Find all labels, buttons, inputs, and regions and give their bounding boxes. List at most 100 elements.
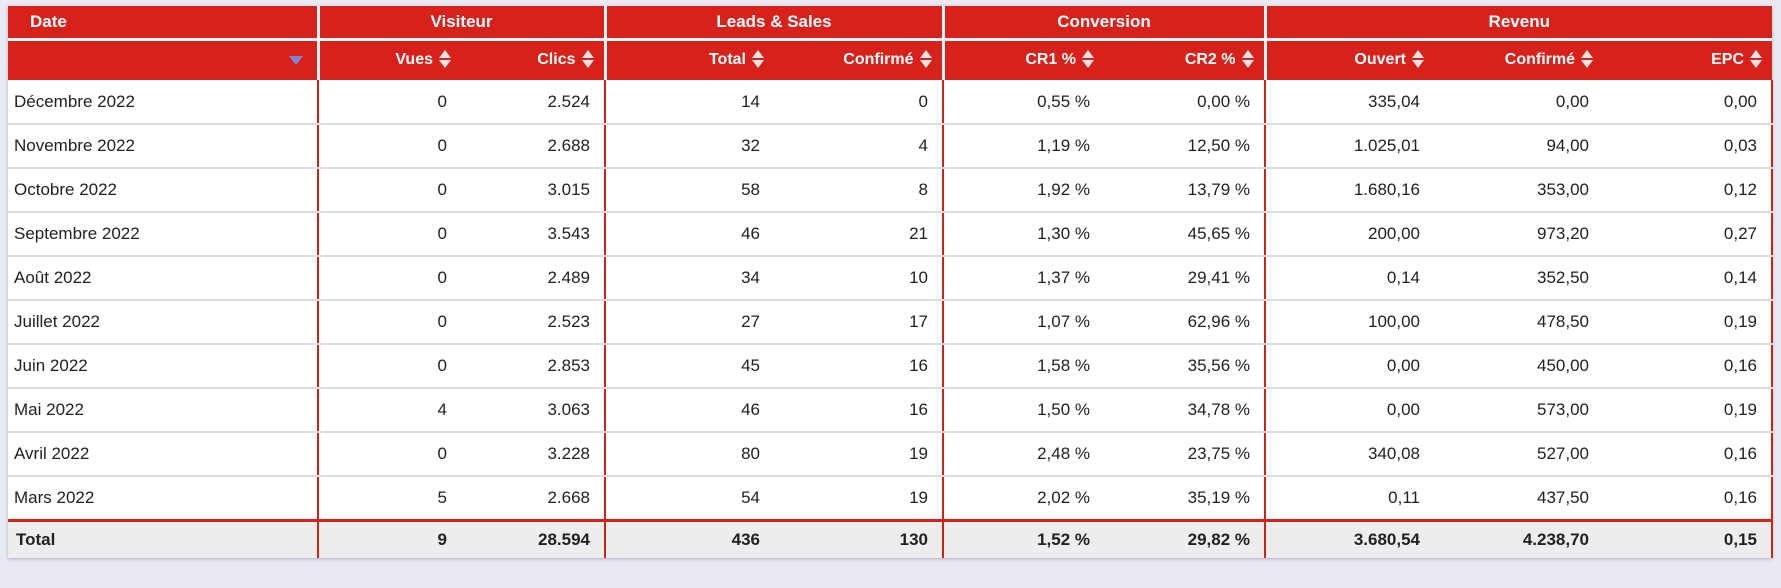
- cell-vues: 0: [317, 124, 461, 169]
- cell-epc: 0,19: [1603, 388, 1774, 433]
- column-header-cr1[interactable]: CR1 %: [941, 39, 1104, 80]
- column-header-label: Ouvert: [1354, 51, 1406, 69]
- cell-leads-confirme: 19: [774, 476, 943, 521]
- cell-leads-total: 14: [604, 80, 774, 125]
- cell-clics: 2.668: [461, 476, 605, 521]
- cell-vues: 0: [317, 432, 461, 477]
- cell-clics: 2.853: [461, 344, 605, 389]
- cell-revenu-confirme: 94,00: [1434, 124, 1603, 169]
- cell-revenu-ouvert: 340,08: [1264, 432, 1434, 477]
- cell-clics: 2.523: [461, 300, 605, 345]
- stats-table-container: Date Visiteur Leads & Sales Conversion R…: [8, 6, 1774, 558]
- cell-epc: 0,16: [1603, 344, 1774, 389]
- table-body: Décembre 2022 0 2.524 14 0 0,55 % 0,00 % 335,04…: [8, 80, 1774, 521]
- cell-leads-confirme: 16: [774, 344, 943, 389]
- cell-epc: 0,14: [1603, 256, 1774, 301]
- cell-cr2: 12,50 %: [1104, 124, 1265, 169]
- cell-cr1: 1,19 %: [942, 124, 1104, 169]
- stats-table: Date Visiteur Leads & Sales Conversion R…: [8, 6, 1774, 558]
- cell-date: Août 2022: [8, 256, 318, 301]
- cell-leads-total: 80: [604, 432, 774, 477]
- cell-epc: 0,27: [1603, 212, 1774, 257]
- table-row: Juin 2022 0 2.853 45 16 1,58 % 35,56 % 0,00 450,…: [8, 344, 1774, 389]
- table-row: Avril 2022 0 3.228 80 19 2,48 % 23,75 % 340,08 5…: [8, 432, 1774, 477]
- cell-date: Octobre 2022: [8, 168, 318, 213]
- column-header-label: Vues: [395, 51, 433, 69]
- cell-revenu-confirme: 352,50: [1434, 256, 1603, 301]
- column-header-label: Total: [708, 51, 746, 69]
- cell-revenu-confirme: 450,00: [1434, 344, 1603, 389]
- column-header-leads-total[interactable]: Total: [603, 39, 774, 80]
- cell-cr2: 45,65 %: [1104, 212, 1265, 257]
- cell-date: Décembre 2022: [8, 80, 318, 125]
- table-row: Octobre 2022 0 3.015 58 8 1,92 % 13,79 % 1.680,…: [8, 168, 1774, 213]
- cell-leads-total: 58: [604, 168, 774, 213]
- cell-revenu-ouvert: 200,00: [1264, 212, 1434, 257]
- column-header-label: Confirmé: [843, 51, 914, 69]
- cell-revenu-confirme: 478,50: [1434, 300, 1603, 345]
- total-cell-leads-total: 436: [604, 518, 774, 558]
- cell-revenu-ouvert: 100,00: [1264, 300, 1434, 345]
- column-header-epc[interactable]: EPC: [1603, 39, 1773, 80]
- cell-cr2: 0,00 %: [1104, 80, 1265, 125]
- cell-leads-confirme: 10: [774, 256, 943, 301]
- cell-leads-confirme: 4: [774, 124, 943, 169]
- cell-epc: 0,12: [1603, 168, 1774, 213]
- cell-revenu-ouvert: 1.025,01: [1264, 124, 1434, 169]
- cell-cr1: 1,07 %: [942, 300, 1104, 345]
- cell-epc: 0,16: [1603, 432, 1774, 477]
- date-filter-header[interactable]: [8, 39, 318, 80]
- table-row: Mars 2022 5 2.668 54 19 2,02 % 35,19 % 0,11 437,…: [8, 476, 1774, 521]
- column-header-label: CR2 %: [1184, 51, 1236, 69]
- column-header-label: Clics: [537, 51, 576, 69]
- column-header-revenu-confirme[interactable]: Confirmé: [1434, 39, 1603, 80]
- filter-dropdown-icon: [288, 56, 303, 66]
- cell-revenu-confirme: 437,50: [1434, 476, 1603, 521]
- cell-revenu-confirme: 0,00: [1434, 80, 1603, 125]
- total-cell-leads-confirme: 130: [774, 518, 943, 558]
- cell-date: Avril 2022: [8, 432, 318, 477]
- column-header-leads-confirme[interactable]: Confirmé: [774, 39, 943, 80]
- cell-cr2: 35,19 %: [1104, 476, 1265, 521]
- cell-date: Mars 2022: [8, 476, 318, 521]
- cell-cr2: 62,96 %: [1104, 300, 1265, 345]
- cell-clics: 2.524: [461, 80, 605, 125]
- cell-vues: 0: [317, 256, 461, 301]
- cell-revenu-ouvert: 0,11: [1264, 476, 1434, 521]
- column-header-cr2[interactable]: CR2 %: [1104, 39, 1265, 80]
- cell-leads-confirme: 0: [774, 80, 943, 125]
- total-cell-epc: 0,15: [1603, 518, 1774, 558]
- column-header-label: Confirmé: [1504, 51, 1575, 69]
- cell-leads-confirme: 17: [774, 300, 943, 345]
- cell-leads-confirme: 21: [774, 212, 943, 257]
- column-header-clics[interactable]: Clics: [461, 39, 605, 80]
- cell-revenu-confirme: 573,00: [1434, 388, 1603, 433]
- cell-cr1: 1,58 %: [942, 344, 1104, 389]
- group-header-revenu: Revenu: [1263, 6, 1773, 41]
- group-header-visiteur: Visiteur: [316, 6, 605, 41]
- sort-icon: [1750, 50, 1763, 69]
- column-header-label: CR1 %: [1025, 51, 1076, 69]
- group-header-row: Date Visiteur Leads & Sales Conversion R…: [8, 6, 1773, 41]
- cell-revenu-ouvert: 335,04: [1264, 80, 1434, 125]
- column-header-vues[interactable]: Vues: [316, 39, 461, 80]
- sort-icon: [1241, 50, 1254, 69]
- sort-icon: [1082, 50, 1094, 69]
- cell-vues: 0: [317, 80, 461, 125]
- cell-leads-confirme: 19: [774, 432, 943, 477]
- cell-cr2: 13,79 %: [1104, 168, 1265, 213]
- cell-clics: 3.015: [461, 168, 605, 213]
- total-cell-cr1: 1,52 %: [942, 518, 1104, 558]
- cell-vues: 0: [317, 344, 461, 389]
- cell-vues: 0: [317, 300, 461, 345]
- cell-cr2: 34,78 %: [1104, 388, 1265, 433]
- cell-vues: 5: [317, 476, 461, 521]
- cell-epc: 0,03: [1603, 124, 1774, 169]
- column-header-revenu-ouvert[interactable]: Ouvert: [1263, 39, 1434, 80]
- total-cell-cr2: 29,82 %: [1104, 518, 1265, 558]
- cell-revenu-confirme: 353,00: [1434, 168, 1603, 213]
- cell-leads-confirme: 16: [774, 388, 943, 433]
- cell-epc: 0,16: [1603, 476, 1774, 521]
- sub-header-row: Vues Clics Total Confirmé CR1 % CR2 % Ouvert Co…: [8, 39, 1773, 80]
- cell-revenu-confirme: 527,00: [1434, 432, 1603, 477]
